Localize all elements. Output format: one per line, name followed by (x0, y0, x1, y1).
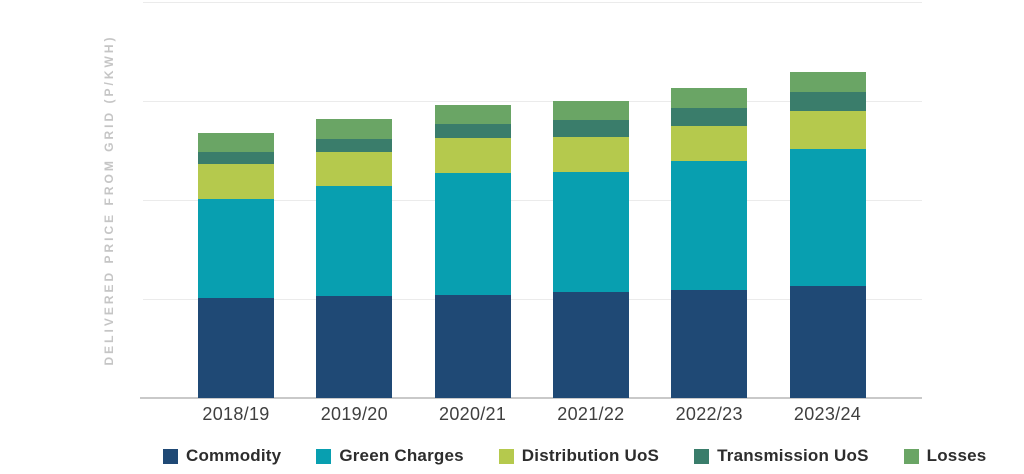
losses-segment (198, 132, 274, 152)
transmission-uos-segment (552, 119, 629, 137)
x-axis-line (140, 397, 922, 399)
green-charges-segment (671, 161, 748, 291)
x-tick-label: 2023/24 (793, 404, 862, 424)
distribution-uos-segment (671, 125, 748, 162)
green-charges-segment (434, 173, 511, 295)
legend-swatch-distribution-uos (498, 448, 514, 464)
legend-swatch-green-charges (316, 448, 332, 464)
losses-segment (434, 104, 511, 124)
commodity-segment (198, 298, 274, 398)
x-tick-label: 2020/21 (439, 404, 507, 424)
legend-label-transmission-uos: Transmission UoS (717, 446, 869, 465)
bar-2022-23 (671, 88, 748, 398)
commodity-segment (434, 295, 511, 398)
legend-label-green-charges: Green Charges (339, 446, 464, 465)
gridline (143, 2, 922, 3)
x-tick-label: 2019/20 (320, 404, 388, 424)
transmission-uos-segment (789, 92, 866, 111)
commodity-segment (552, 292, 629, 398)
distribution-uos-segment (316, 152, 393, 187)
legend-item-commodity: Commodity (163, 446, 281, 466)
losses-segment (552, 101, 629, 120)
losses-segment (671, 88, 748, 109)
y-axis-title: DELIVERED PRICE FROM GRID (P/KWH) (102, 34, 116, 366)
legend-item-distribution-uos: Distribution UoS (498, 446, 660, 466)
bar-2021-22 (552, 101, 629, 398)
legend-swatch-commodity (163, 448, 178, 464)
legend: Commodity Green Charges Distribution UoS Tr… (163, 446, 986, 466)
distribution-uos-segment (198, 164, 274, 199)
legend-item-transmission-uos: Transmission UoS (694, 446, 869, 466)
commodity-segment (671, 290, 748, 398)
green-charges-segment (789, 148, 866, 287)
legend-label-commodity: Commodity (186, 446, 282, 465)
legend-label-losses: Losses (926, 446, 987, 465)
legend-label-distribution-uos: Distribution UoS (521, 446, 660, 465)
losses-segment (789, 72, 866, 93)
bar-2023-24 (789, 72, 866, 398)
commodity-segment (316, 296, 393, 398)
bar-2019-20 (316, 118, 393, 398)
legend-item-green-charges: Green Charges (316, 446, 464, 466)
transmission-uos-segment (198, 151, 274, 165)
distribution-uos-segment (789, 110, 866, 149)
x-tick-label: 2018/19 (202, 404, 270, 424)
distribution-uos-segment (434, 137, 511, 174)
commodity-segment (789, 286, 866, 398)
legend-swatch-losses (903, 448, 919, 464)
gridline (143, 101, 922, 102)
losses-segment (316, 118, 393, 139)
gridline (143, 299, 922, 300)
green-charges-segment (198, 199, 274, 298)
gridline (143, 200, 922, 201)
x-tick-label: 2022/23 (675, 404, 743, 424)
x-tick-label: 2021/22 (557, 404, 625, 424)
bar-2018-19 (198, 132, 274, 398)
transmission-uos-segment (434, 123, 511, 138)
plot-area (140, 2, 922, 399)
legend-item-losses: Losses (903, 446, 987, 466)
transmission-uos-segment (671, 108, 748, 126)
transmission-uos-segment (316, 138, 393, 153)
bar-2020-21 (434, 104, 511, 398)
green-charges-segment (552, 172, 629, 293)
green-charges-segment (316, 186, 393, 296)
legend-swatch-transmission-uos (694, 448, 710, 464)
distribution-uos-segment (552, 136, 629, 173)
